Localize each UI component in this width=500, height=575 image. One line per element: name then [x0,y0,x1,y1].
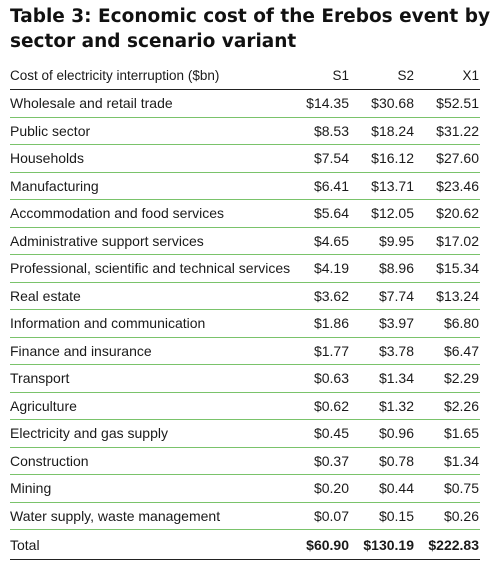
cell-s2: $8.96 [350,254,415,283]
table-footer: Total $60.90 $130.19 $222.83 [10,529,480,560]
cell-sector: Agriculture [10,392,285,420]
cell-s1: $6.41 [285,172,350,200]
cell-s1: $5.64 [285,199,350,228]
cell-sector: Accommodation and food services [10,199,285,228]
table-row: Households $7.54 $16.12 $27.60 [10,144,480,173]
cell-x1: $20.62 [415,199,480,228]
table-row: Information and communication $1.86 $3.97 $… [10,309,480,338]
cell-s1: $0.20 [285,474,350,503]
cell-s2: $16.12 [350,144,415,173]
cell-x1: $13.24 [415,282,480,310]
table-row: Transport $0.63 $1.34 $2.29 [10,364,480,393]
cell-x1: $2.29 [415,364,480,393]
table-row: Electricity and gas supply $0.45 $0.96 $1.6… [10,419,480,448]
cell-s1: $0.37 [285,447,350,475]
cell-s2: $30.68 [350,89,415,118]
cell-s2: $7.74 [350,282,415,310]
table-body: Wholesale and retail trade $14.35 $30.68 $5… [10,89,480,530]
table-row: Accommodation and food services $5.64 $12.… [10,199,480,228]
cell-s1: $0.62 [285,392,350,420]
cell-x1: $6.47 [415,337,480,365]
cell-x1: $27.60 [415,144,480,173]
total-s2: $130.19 [350,529,415,560]
total-x1: $222.83 [415,529,480,560]
cell-x1: $0.26 [415,502,480,530]
cell-sector: Households [10,144,285,173]
cell-s1: $1.77 [285,337,350,365]
cell-x1: $6.80 [415,309,480,338]
header-s2: S2 [350,61,415,90]
cell-s1: $1.86 [285,309,350,338]
cost-table: Cost of electricity interruption ($bn) S… [10,61,480,560]
cell-sector: Wholesale and retail trade [10,89,285,118]
cell-s2: $18.24 [350,117,415,145]
cell-s2: $9.95 [350,227,415,255]
cell-sector: Administrative support services [10,227,285,255]
cell-s2: $1.34 [350,364,415,393]
table-row: Water supply, waste management $0.07 $0.15… [10,502,480,530]
header-row: Cost of electricity interruption ($bn) S… [10,61,480,90]
table-row: Construction $0.37 $0.78 $1.34 [10,447,480,475]
table-title: Table 3: Economic cost of the Erebos eve… [10,6,491,52]
cell-sector: Finance and insurance [10,337,285,365]
cell-sector: Professional, scientific and technical s… [10,254,290,283]
table-row: Wholesale and retail trade $14.35 $30.68 $5… [10,89,480,118]
cell-s2: $12.05 [350,199,415,228]
cell-x1: $52.51 [415,89,480,118]
cell-s2: $1.32 [350,392,415,420]
cell-s1: $0.45 [285,419,350,448]
table-row: Professional, scientific and technical s… [10,254,480,283]
table-row: Public sector $8.53 $18.24 $31.22 [10,117,480,145]
cell-s1: $0.63 [285,364,350,393]
cell-sector: Construction [10,447,285,475]
cell-sector: Manufacturing [10,172,285,200]
cell-sector: Real estate [10,282,285,310]
total-label: Total [10,529,285,560]
cell-s2: $0.15 [350,502,415,530]
table-row: Agriculture $0.62 $1.32 $2.26 [10,392,480,420]
table-row: Manufacturing $6.41 $13.71 $23.46 [10,172,480,200]
cell-s1: $8.53 [285,117,350,145]
header-label: Cost of electricity interruption ($bn) [10,61,285,90]
table-header: Cost of electricity interruption ($bn) S… [10,61,480,90]
cell-sector: Information and communication [10,309,285,338]
table-row: Administrative support services $4.65 $9.9… [10,227,480,255]
table-row: Real estate $3.62 $7.74 $13.24 [10,282,480,310]
cell-s2: $3.97 [350,309,415,338]
cell-x1: $15.34 [415,254,480,283]
header-x1: X1 [415,61,480,90]
total-s1: $60.90 [285,529,350,560]
cell-x1: $31.22 [415,117,480,145]
cell-x1: $0.75 [415,474,480,503]
cell-s2: $3.78 [350,337,415,365]
cell-s2: $13.71 [350,172,415,200]
table-row: Finance and insurance $1.77 $3.78 $6.47 [10,337,480,365]
cell-x1: $23.46 [415,172,480,200]
header-s1: S1 [285,61,350,90]
cell-sector: Transport [10,364,285,393]
cell-sector: Water supply, waste management [10,502,285,530]
cell-s1: $0.07 [285,502,350,530]
cell-s1: $4.19 [285,254,350,283]
cell-s1: $4.65 [285,227,350,255]
cell-x1: $2.26 [415,392,480,420]
cell-sector: Electricity and gas supply [10,419,285,448]
cell-s1: $14.35 [285,89,350,118]
cell-s2: $0.78 [350,447,415,475]
cell-s2: $0.96 [350,419,415,448]
cell-sector: Public sector [10,117,285,145]
cell-x1: $1.65 [415,419,480,448]
cell-s1: $7.54 [285,144,350,173]
cell-s1: $3.62 [285,282,350,310]
cell-x1: $17.02 [415,227,480,255]
cell-sector: Mining [10,474,285,503]
cell-s2: $0.44 [350,474,415,503]
table-row: Mining $0.20 $0.44 $0.75 [10,474,480,503]
cell-x1: $1.34 [415,447,480,475]
total-row: Total $60.90 $130.19 $222.83 [10,529,480,560]
